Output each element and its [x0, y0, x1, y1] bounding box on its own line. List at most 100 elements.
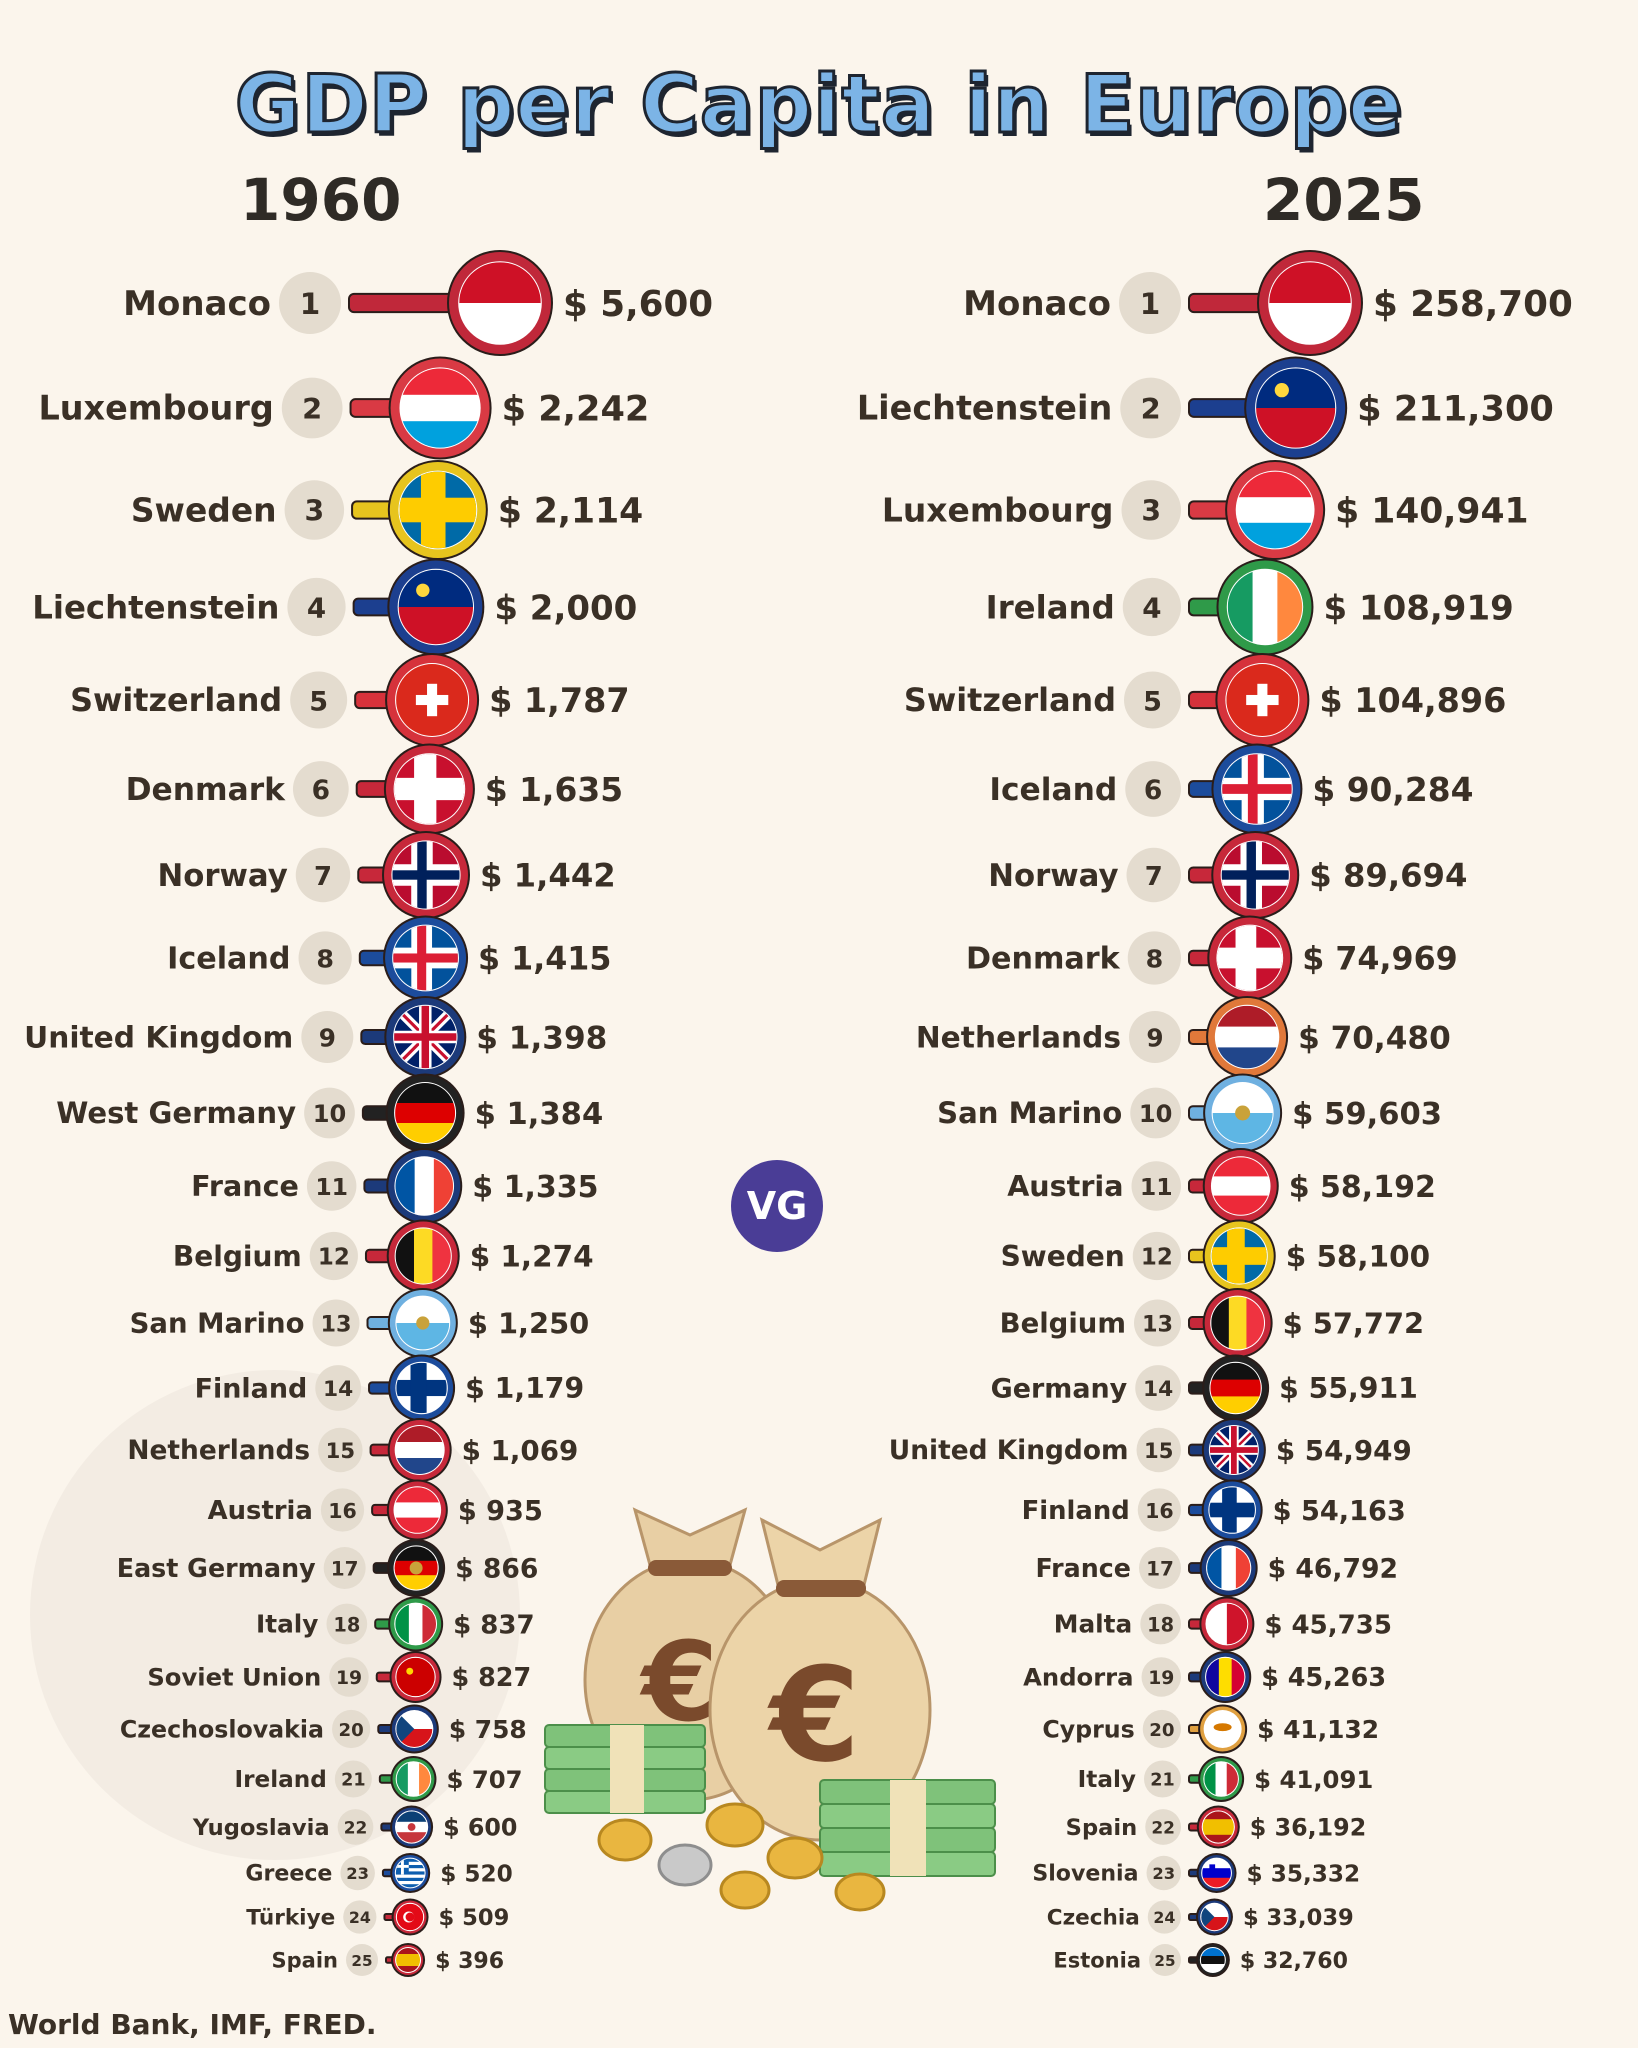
iceland-flag-icon [383, 915, 469, 1001]
monaco-flag-icon [1257, 250, 1363, 356]
spain-flag-icon [1196, 1805, 1240, 1849]
rank-number: 17 [1146, 1557, 1174, 1581]
value-label: $ 41,132 [1257, 1715, 1379, 1744]
chart-row: United Kingdom 15 $ 54,949 [889, 1418, 1412, 1482]
rank-badge [1124, 671, 1181, 729]
rank-badge [290, 671, 348, 729]
money-illustration: € € [544, 1507, 996, 1912]
value-label: $ 32,760 [1240, 1949, 1348, 1974]
chart-row: Liechtenstein 2 $ 211,300 [857, 356, 1554, 460]
value-label: $ 1,384 [475, 1097, 604, 1132]
value-label: $ 1,787 [489, 681, 630, 720]
denmark-flag-icon [1207, 915, 1293, 1001]
country-name: Switzerland [904, 681, 1116, 719]
value-label: $ 758 [449, 1715, 527, 1744]
rank-badge [343, 1900, 377, 1934]
east-germany-flag-icon [387, 1539, 446, 1597]
country-name: United Kingdom [24, 1019, 293, 1054]
chart-row: Soviet Union 19 $ 827 [147, 1651, 531, 1703]
norway-flag-icon [1211, 831, 1300, 919]
country-name: Czechia [1047, 1906, 1140, 1931]
rank-number: 21 [1150, 1771, 1174, 1791]
france-flag-icon [1199, 1539, 1258, 1597]
chart-row: Monaco 1 $ 5,600 [123, 250, 713, 356]
luxembourg-flag-icon [1225, 460, 1326, 560]
rank-number: 20 [1149, 1720, 1174, 1741]
rank-number: 8 [316, 945, 334, 974]
chart-row: Ireland 21 $ 707 [234, 1756, 523, 1802]
chart-row: Denmark 8 $ 74,969 [966, 915, 1458, 1001]
country-name: Norway [157, 858, 287, 894]
rank-badge [346, 1944, 378, 1976]
value-bar [1188, 500, 1233, 520]
slovenia-flag-icon [1196, 1853, 1237, 1893]
money-bag-right: € [708, 1517, 932, 1842]
country-name: United Kingdom [889, 1435, 1129, 1466]
value-label: $ 2,242 [502, 389, 650, 430]
chart-row: Yugoslavia 22 $ 600 [192, 1805, 517, 1849]
turkiye-flag-icon [391, 1898, 429, 1936]
value-label: $ 2,000 [494, 588, 637, 628]
chart-row: Sweden 3 $ 2,114 [131, 460, 643, 560]
chart-row: Türkiye 24 $ 509 [246, 1898, 510, 1936]
rank-number: 5 [1143, 686, 1162, 717]
chart-row: Belgium 12 $ 1,274 [173, 1219, 594, 1293]
rank-badge [1149, 1944, 1181, 1976]
luxembourg-flag-icon [388, 356, 492, 460]
liechtenstein-flag-icon [1244, 356, 1348, 460]
norway-flag-icon [382, 831, 470, 919]
country-name: Spain [272, 1948, 338, 1972]
country-name: Malta [1054, 1610, 1132, 1639]
rank-number: 12 [1141, 1245, 1173, 1271]
switzerland-flag-icon [385, 653, 480, 747]
rank-badge [323, 1547, 366, 1589]
year-1960-heading: 1960 [240, 166, 402, 234]
country-name: Greece [245, 1862, 332, 1887]
value-label: $ 108,919 [1323, 588, 1513, 628]
value-label: $ 54,163 [1273, 1496, 1406, 1527]
switzerland-flag-icon [1215, 653, 1310, 747]
country-name: Türkiye [246, 1906, 335, 1931]
chart-row: Italy 18 $ 837 [256, 1596, 535, 1652]
rank-number: 4 [1142, 591, 1161, 624]
rank-number: 15 [326, 1438, 355, 1463]
chart-row: Finland 14 $ 1,179 [195, 1354, 584, 1422]
svg-text:€: € [767, 1639, 860, 1791]
rank-badge [1140, 1603, 1181, 1645]
chart-row: Luxembourg 3 $ 140,941 [882, 460, 1529, 560]
rank-badge [1146, 1855, 1181, 1891]
country-name: Iceland [989, 772, 1117, 808]
rank-badge [284, 480, 345, 540]
country-name: Norway [988, 858, 1118, 894]
value-label: $ 707 [446, 1765, 522, 1794]
rank-number: 19 [1148, 1668, 1174, 1689]
rank-number: 22 [344, 1818, 368, 1838]
rank-badge [1122, 577, 1181, 637]
country-name: Denmark [966, 942, 1121, 977]
chart-row: Slovenia 23 $ 35,332 [1032, 1853, 1360, 1893]
greece-flag-icon [390, 1853, 431, 1893]
chart-row: Greece 23 $ 520 [245, 1853, 513, 1893]
rank-badge [309, 1231, 358, 1281]
rank-number: 6 [1144, 775, 1162, 806]
value-label: $ 89,694 [1309, 857, 1467, 895]
rank-badge [329, 1657, 369, 1697]
rank-badge [279, 272, 341, 334]
value-label: $ 74,969 [1302, 941, 1457, 977]
rank-badge [1135, 1365, 1181, 1411]
country-name: East Germany [117, 1553, 316, 1583]
chart-row: United Kingdom 9 $ 1,398 [24, 996, 607, 1078]
chart-row: Netherlands 9 $ 70,480 [916, 996, 1451, 1078]
chart-row: Cyprus 20 $ 41,132 [1042, 1704, 1379, 1754]
value-label: $ 509 [439, 1905, 510, 1931]
czech-flag-icon [1195, 1898, 1233, 1936]
san-marino-flag-icon [1203, 1073, 1283, 1153]
chart-row: Norway 7 $ 1,442 [157, 831, 616, 919]
chart-row: Luxembourg 2 $ 2,242 [38, 356, 650, 460]
rank-badge [1129, 1011, 1181, 1063]
banknote-stack-right [819, 1779, 996, 1877]
value-label: $ 1,274 [470, 1240, 594, 1274]
iceland-flag-icon [1211, 743, 1303, 835]
chart-row: Monaco 1 $ 258,700 [963, 250, 1573, 356]
rank-badge [298, 931, 352, 985]
